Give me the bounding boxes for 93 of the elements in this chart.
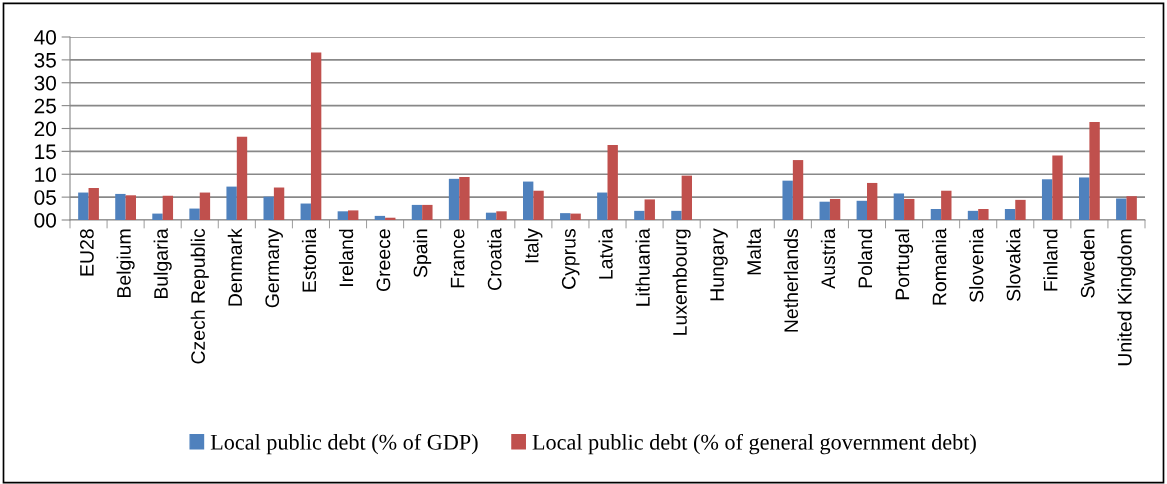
- x-tick-label: Malta: [746, 228, 761, 275]
- bar: [941, 190, 952, 220]
- bar: [1015, 199, 1026, 220]
- bar: [485, 212, 497, 220]
- x-tick-label: Poland: [857, 229, 873, 288]
- bar: [152, 213, 163, 220]
- bar: [533, 190, 544, 220]
- bar: [88, 187, 99, 220]
- bar: [310, 52, 322, 220]
- bar: [236, 136, 248, 220]
- x-tick-label: Latvia: [598, 228, 613, 279]
- x-tick-label: Netherlands: [783, 229, 799, 332]
- x-tick-label: Portugal: [894, 229, 914, 300]
- bar: [162, 195, 174, 220]
- bar: [374, 215, 386, 220]
- x-tick-label: United Kingdom: [1117, 229, 1136, 366]
- bar: [893, 193, 905, 220]
- bar: [199, 192, 211, 220]
- bar: [115, 193, 126, 220]
- x-tick-label: Italy: [524, 228, 543, 263]
- bar: [866, 182, 878, 220]
- x-tick-label: Estonia: [301, 228, 317, 292]
- bar: [930, 209, 942, 220]
- bar: [1004, 209, 1016, 220]
- x-tick-label: Germany: [265, 228, 283, 308]
- x-tick-label: Romania: [932, 228, 947, 305]
- y-tick-label: 20: [34, 121, 56, 137]
- bar: [634, 210, 645, 220]
- bar: [792, 160, 804, 220]
- bar: [978, 209, 989, 220]
- bar: [78, 192, 89, 220]
- y-tick-label: 30: [34, 75, 56, 91]
- bar: [597, 192, 608, 220]
- bar: [189, 208, 200, 220]
- x-tick-label: Sweden: [1080, 229, 1095, 298]
- x-tick-label: Luxembourg: [672, 229, 691, 335]
- y-tick-label: 25: [34, 98, 56, 114]
- bar: [226, 186, 237, 220]
- y-tick-label: 00: [34, 213, 56, 228]
- x-tick-label: Spain: [413, 229, 432, 278]
- bar: [644, 199, 655, 220]
- bar: [819, 201, 830, 220]
- bar: [337, 211, 349, 220]
- y-tick-label: 35: [34, 52, 56, 68]
- x-tick-label: Belgium: [116, 229, 135, 297]
- x-tick-label: Denmark: [227, 228, 243, 306]
- y-tick-label: 15: [35, 144, 56, 160]
- bar: [904, 198, 915, 220]
- bar: [459, 176, 470, 220]
- bar: [829, 198, 841, 220]
- bar: [681, 175, 693, 220]
- bar: [1089, 122, 1100, 220]
- bar: [448, 178, 460, 220]
- x-tick-label: France: [450, 229, 465, 288]
- legend-label: Local public debt (% of general government debt): [532, 433, 976, 455]
- legend-label: Local public debt (% of GDP): [210, 433, 478, 455]
- bar: [411, 204, 423, 220]
- x-tick-label: Czech Republic: [190, 228, 209, 364]
- x-tick-label: Cyprus: [561, 229, 580, 289]
- y-tick-label: 05: [34, 190, 56, 205]
- bar: [522, 181, 534, 220]
- bar: [607, 144, 618, 220]
- bar: [1116, 198, 1127, 220]
- bar: [570, 213, 581, 220]
- y-tick-label: 10: [35, 167, 56, 182]
- x-tick-label: Finland: [1043, 229, 1058, 291]
- bar: [1041, 179, 1053, 220]
- bar: [125, 195, 136, 220]
- x-tick-label: Austria: [820, 228, 836, 289]
- bar: [496, 211, 507, 220]
- y-tick-label: 40: [34, 30, 56, 45]
- bar: [1126, 196, 1137, 220]
- bar: [560, 213, 571, 220]
- x-tick-label: Ireland: [338, 229, 354, 286]
- x-tick-label: Greece: [376, 229, 391, 292]
- x-tick-label: Hungary: [710, 228, 728, 301]
- bar: [348, 210, 359, 220]
- bar: [967, 210, 979, 220]
- x-tick-label: Croatia: [487, 228, 502, 291]
- bar: [1079, 177, 1090, 220]
- bar: [422, 204, 433, 220]
- bar: [300, 203, 311, 220]
- x-tick-label: Lithuania: [635, 228, 650, 306]
- bar: [671, 210, 682, 220]
- bar: [273, 187, 285, 220]
- bar: [1052, 155, 1063, 220]
- x-tick-label: Slovenia: [969, 228, 984, 303]
- bar: [263, 196, 274, 220]
- x-tick-label: Slovakia: [1006, 228, 1021, 301]
- bar: [782, 180, 793, 220]
- x-tick-label: Bulgaria: [153, 228, 172, 299]
- bar: [856, 200, 867, 220]
- x-tick-label: EU28: [79, 229, 94, 276]
